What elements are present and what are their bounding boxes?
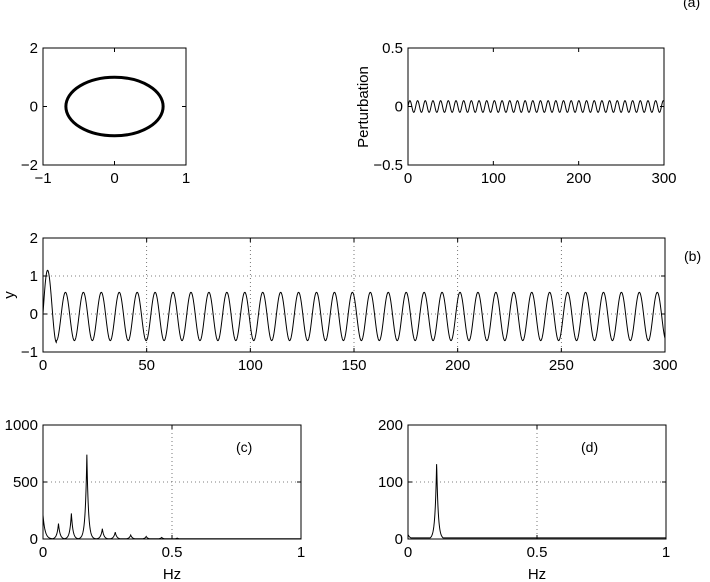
perturbation-xtick-label: 100 — [481, 170, 506, 187]
phase-ytick-label: −2 — [21, 157, 38, 174]
phase-plot: −1 0 1 −2 0 2 — [21, 40, 190, 187]
phase-xtick-label: 0 — [110, 170, 118, 187]
perturbation-xtick-label: 300 — [651, 170, 676, 187]
perturbation-ticks: 0 100 200 300−0.500.5 — [373, 40, 676, 187]
spectrum-c-ticks: 0 0.5 1 0 500 1000 — [5, 417, 306, 561]
phase-ytick-label: 2 — [30, 40, 38, 57]
spectrum-c-grid — [43, 425, 301, 539]
perturbation-line — [407, 100, 665, 113]
y-time-series-ylabel: y — [1, 291, 18, 299]
perturbation-series — [407, 100, 665, 113]
spectrum-d-xlabel: Hz — [528, 566, 546, 582]
y-time-series-xtick-label: 100 — [238, 357, 263, 374]
spectrum-c-plot: 0 0.5 1 0 500 1000 Hz (c) — [5, 417, 306, 582]
phase-xtick-label: −1 — [34, 170, 51, 187]
y-time-series-xtick-label: 50 — [138, 357, 155, 374]
y-time-series-ytick-label: −1 — [21, 344, 38, 361]
spectrum-d-grid — [408, 425, 666, 539]
phase-xtick-label: 1 — [182, 170, 190, 187]
spectrum-c-xtick-label: 0.5 — [162, 544, 183, 561]
y-time-series-xtick-label: 0 — [39, 357, 47, 374]
perturbation-ytick-label: 0 — [395, 99, 403, 116]
perturbation-plot: 0 100 200 300−0.500.5 Perturbation — [355, 40, 677, 187]
spectrum-d-xtick-label: 1 — [662, 544, 670, 561]
spectrum-c-xtick-label: 1 — [297, 544, 305, 561]
spectrum-d-xtick-label: 0.5 — [527, 544, 548, 561]
spectrum-d-plot: 0 0.5 1 0 100 200 Hz (d) — [378, 417, 670, 582]
y-time-series-xtick-label: 150 — [341, 357, 366, 374]
perturbation-ylabel: Perturbation — [355, 66, 372, 148]
perturbation-ytick-label: 0.5 — [382, 40, 403, 57]
spectrum-d-ticks: 0 0.5 1 0 100 200 — [378, 417, 670, 561]
spectrum-d-ytick-label: 100 — [378, 474, 403, 491]
perturbation-xtick-label: 200 — [566, 170, 591, 187]
spectrum-d-xtick-label: 0 — [404, 544, 412, 561]
spectrum-c-spectrum-path — [42, 454, 301, 540]
perturbation-ytick-label: −0.5 — [373, 157, 403, 174]
panel-label-b: (b) — [684, 248, 701, 264]
y-time-series-ytick-label: 0 — [30, 306, 38, 323]
spectrum-c-ytick-label: 0 — [30, 531, 38, 548]
phase-ticks: −1 0 1 −2 0 2 — [21, 40, 190, 187]
spectrum-c-ytick-label: 1000 — [5, 417, 38, 434]
y-series-line — [42, 269, 666, 344]
phase-ytick-label: 0 — [30, 99, 38, 116]
spectrum-c-ytick-label: 500 — [13, 474, 38, 491]
y-time-series-xtick-label: 300 — [652, 357, 677, 374]
spectrum-d-ytick-label: 200 — [378, 417, 403, 434]
phase-ellipse-path — [64, 75, 165, 138]
panel-label-d: (d) — [581, 439, 598, 455]
perturbation-xtick-label: 0 — [404, 170, 412, 187]
y-time-series-ytick-label: 2 — [30, 230, 38, 247]
spectrum-d-ytick-label: 0 — [395, 531, 403, 548]
y-time-series-xtick-label: 200 — [445, 357, 470, 374]
panel-label-c: (c) — [236, 439, 252, 455]
spectrum-c-xlabel: Hz — [163, 566, 181, 582]
phase-ellipse — [64, 75, 165, 138]
y-time-series-line — [42, 269, 666, 344]
spectrum-c-line — [42, 454, 301, 540]
spectrum-c-xtick-label: 0 — [39, 544, 47, 561]
y-time-series-ytick-label: 1 — [30, 268, 38, 285]
y-time-series-xtick-label: 250 — [549, 357, 574, 374]
figure-label-a: (a) — [683, 0, 700, 10]
